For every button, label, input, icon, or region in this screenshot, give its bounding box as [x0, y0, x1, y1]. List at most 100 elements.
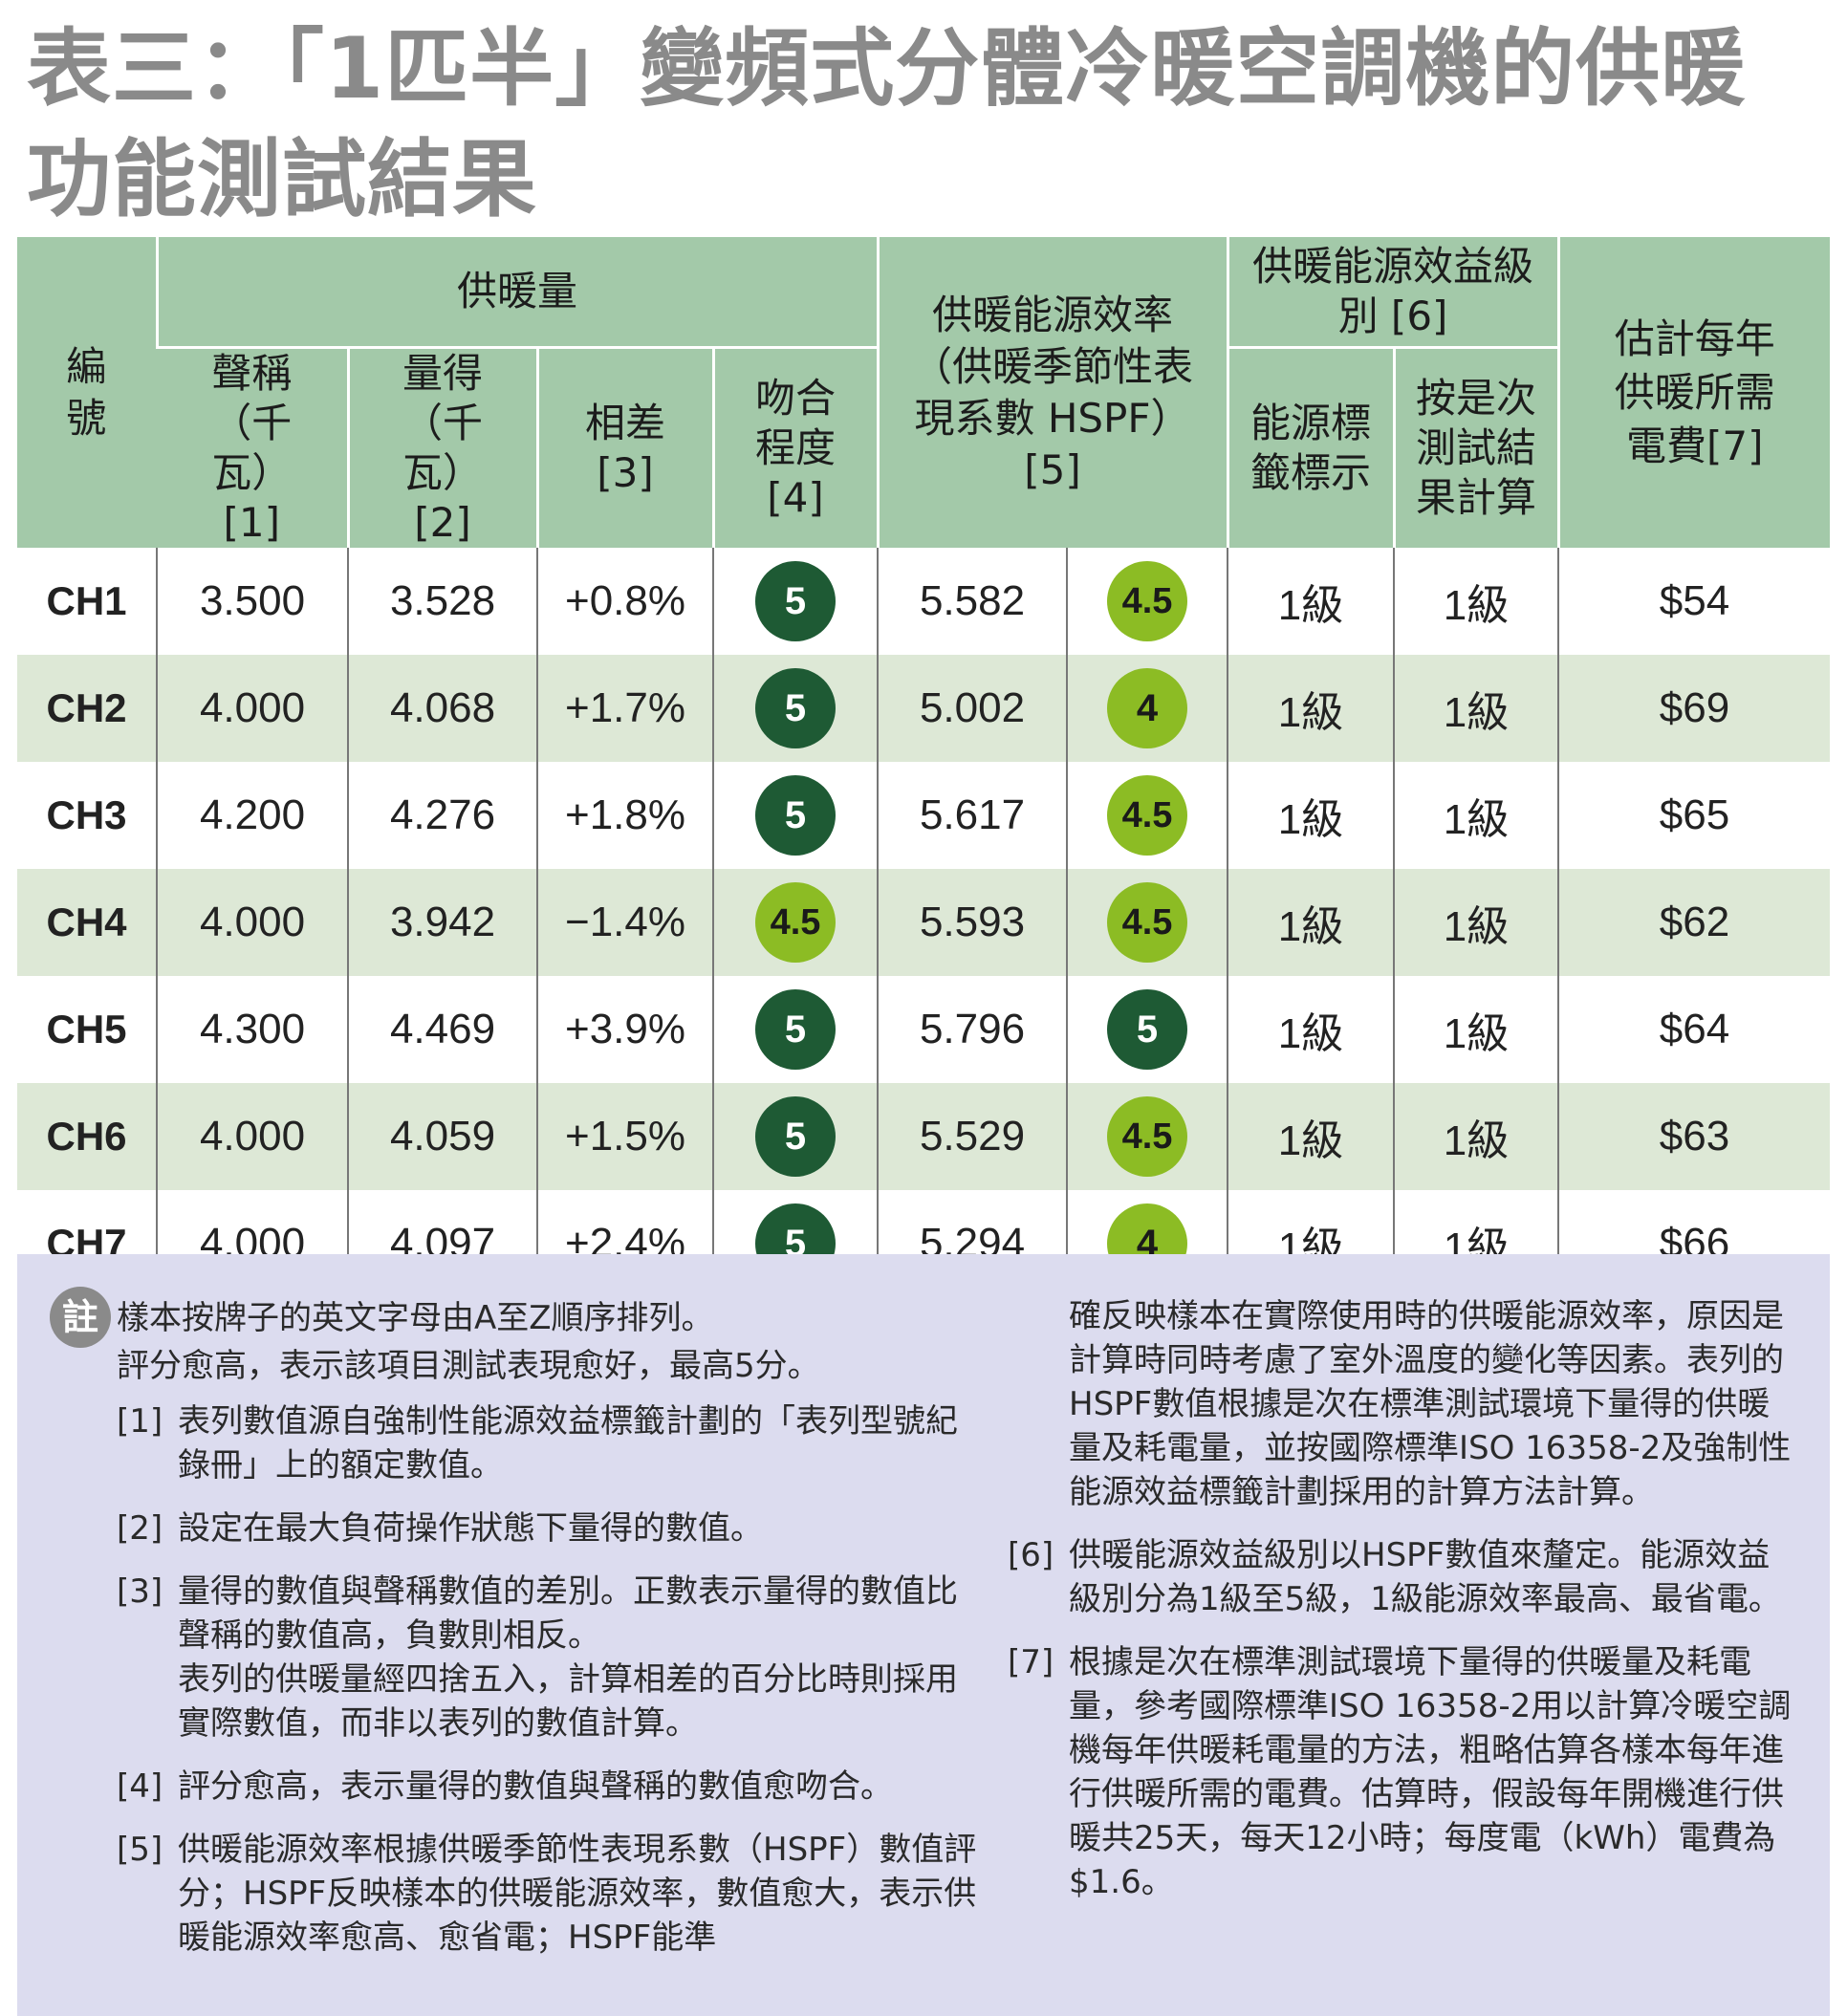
- note-6: [6] 供暖能源效益級別以HSPF數值來釐定。能源效益級別分為1級至5級，1級能…: [1008, 1533, 1792, 1621]
- results-table: 編號 供暖量 供暖能源效率（供暖季節性表現系數 HSPF）[5] 供暖能源效益級…: [17, 237, 1831, 1297]
- cell-hspf-score: 4: [1066, 655, 1228, 762]
- score-badge: 5: [755, 989, 836, 1070]
- note-7: [7] 根據是次在標準測試環境下量得的供暖量及耗電量，參考國際標準ISO 163…: [1008, 1640, 1792, 1904]
- cell-agreement-score: 5: [711, 762, 879, 869]
- table-row: CH4 4.000 3.942 −1.4% 4.5 5.593 4.5 1級 1級 $62: [17, 869, 1831, 976]
- score-badge: 4.5: [1107, 1096, 1188, 1177]
- cell-agreement-score: 5: [711, 548, 879, 655]
- cell-grade-label: 1級: [1227, 1083, 1395, 1190]
- note-5-text: 供暖能源效率根據供暖季節性表現系數（HSPF）數值評分；HSPF反映樣本的供暖能…: [178, 1831, 977, 1957]
- cell-grade-calc: 1級: [1393, 976, 1559, 1083]
- note-7-text: 根據是次在標準測試環境下量得的供暖量及耗電量，參考國際標準ISO 16358-2…: [1069, 1643, 1792, 1901]
- score-badge: 5: [755, 668, 836, 748]
- cell-hspf: 5.617: [877, 762, 1068, 869]
- cell-agreement-score: 5: [711, 655, 879, 762]
- score-badge: 4.5: [1107, 775, 1188, 856]
- note-5: [5] 供暖能源效率根據供暖季節性表現系數（HSPF）數值評分；HSPF反映樣本…: [117, 1828, 977, 1960]
- cell-cost: $63: [1557, 1083, 1831, 1190]
- notes-panel: [17, 1254, 1830, 2016]
- cell-rated: 4.000: [156, 655, 348, 762]
- cell-hspf: 5.582: [877, 548, 1068, 655]
- cell-hspf-score: 4.5: [1066, 1083, 1228, 1190]
- cell-diff: +1.7%: [536, 655, 713, 762]
- cell-grade-calc: 1級: [1393, 655, 1559, 762]
- cell-hspf-score: 5: [1066, 976, 1228, 1083]
- cell-grade-label: 1級: [1227, 762, 1395, 869]
- cell-hspf-score: 4.5: [1066, 869, 1228, 976]
- header-agreement: 吻合程度[4]: [711, 346, 879, 548]
- note-2-text: 設定在最大負荷操作狀態下量得的數值。: [178, 1509, 763, 1548]
- note-6-text: 供暖能源效益級別以HSPF數值來釐定。能源效益級別分為1級至5級，1級能源效率最…: [1069, 1536, 1781, 1618]
- header-cost: 估計每年供暖所需電費[7]: [1556, 237, 1831, 548]
- note-2: [2] 設定在最大負荷操作狀態下量得的數值。: [117, 1507, 977, 1550]
- header-grade-label: 能源標籤標示: [1226, 346, 1395, 548]
- cell-diff: −1.4%: [536, 869, 713, 976]
- cell-agreement-score: 5: [711, 976, 879, 1083]
- table-row: CH2 4.000 4.068 +1.7% 5 5.002 4 1級 1級 $69: [17, 655, 1831, 762]
- cell-cost: $65: [1557, 762, 1831, 869]
- score-badge: 5: [755, 1096, 836, 1177]
- cell-grade-calc: 1級: [1393, 762, 1559, 869]
- notes-left-column: 樣本按牌子的英文字母由A至Z順序排列。 評分愈高，表示該項目測試表現愈好，最高5…: [117, 1296, 977, 1960]
- note-3-text-b: 表列的供暖量經四捨五入，計算相差的百分比時則採用實際數值，而非以表列的數值計算。: [178, 1660, 958, 1743]
- note-5-number: [5]: [117, 1831, 163, 1869]
- cell-code: CH3: [46, 792, 127, 837]
- cell-diff: +0.8%: [536, 548, 713, 655]
- cell-grade-calc: 1級: [1393, 869, 1559, 976]
- table-row: CH6 4.000 4.059 +1.5% 5 5.529 4.5 1級 1級 $63: [17, 1083, 1831, 1190]
- score-badge: 5: [755, 561, 836, 641]
- cell-rated: 4.000: [156, 869, 348, 976]
- note-4-text: 評分愈高，表示量得的數值與聲稱的數值愈吻合。: [178, 1767, 893, 1806]
- cell-rated: 3.500: [156, 548, 348, 655]
- note-3-text-a: 量得的數值與聲稱數值的差別。正數表示量得的數值比聲稱的數值高，負數則相反。: [178, 1572, 958, 1655]
- note-4: [4] 評分愈高，表示量得的數值與聲稱的數值愈吻合。: [117, 1765, 977, 1809]
- cell-cost: $62: [1557, 869, 1831, 976]
- cell-hspf: 5.002: [877, 655, 1068, 762]
- notes-right-column: 確反映樣本在實際使用時的供暖能源效率，原因是計算時同時考慮了室外溫度的變化等因素…: [1008, 1294, 1792, 1904]
- note-1-text: 表列數值源自強制性能源效益標籤計劃的「表列型號紀錄冊」上的額定數值。: [178, 1402, 958, 1485]
- cell-agreement-score: 4.5: [711, 869, 879, 976]
- header-grade: 供暖能源效益級別 [6]: [1226, 237, 1559, 348]
- cell-diff: +1.8%: [536, 762, 713, 869]
- score-badge: 4.5: [755, 882, 836, 963]
- page-title: 表三：「1匹半」變頻式分體冷暖空調機的供暖功能測試結果: [27, 19, 1747, 228]
- cell-diff: +3.9%: [536, 976, 713, 1083]
- cell-grade-calc: 1級: [1393, 1083, 1559, 1190]
- table-row: CH1 3.500 3.528 +0.8% 5 5.582 4.5 1級 1級 $54: [17, 548, 1831, 655]
- cell-measured: 4.059: [347, 1083, 537, 1190]
- header-rated: 聲稱（千瓦）[1]: [157, 346, 348, 548]
- cell-hspf: 5.529: [877, 1083, 1068, 1190]
- header-efficiency: 供暖能源效率（供暖季節性表現系數 HSPF）[5]: [876, 237, 1228, 548]
- cell-hspf: 5.796: [877, 976, 1068, 1083]
- cell-code: CH2: [17, 655, 157, 762]
- header-measured: 量得（千瓦）[2]: [346, 346, 537, 548]
- cell-code: CH6: [17, 1083, 157, 1190]
- score-badge: 4.5: [1107, 882, 1188, 963]
- cell-diff: +1.5%: [536, 1083, 713, 1190]
- cell-rated: 4.000: [156, 1083, 348, 1190]
- note-3-number: [3]: [117, 1572, 163, 1611]
- cell-agreement-score: 5: [711, 1083, 879, 1190]
- cell-code: CH5: [46, 1007, 127, 1051]
- score-badge: 5: [1107, 989, 1188, 1070]
- score-badge: 4: [1107, 668, 1188, 748]
- note-3: [3] 量得的數值與聲稱數值的差別。正數表示量得的數值比聲稱的數值高，負數則相反…: [117, 1570, 977, 1745]
- cell-hspf-score: 4.5: [1066, 762, 1228, 869]
- cell-code: CH1: [46, 578, 127, 623]
- note-icon: 註: [50, 1287, 111, 1348]
- header-diff: 相差[3]: [535, 346, 713, 548]
- cell-code: CH4: [17, 869, 157, 976]
- cell-rated: 4.300: [156, 976, 348, 1083]
- cell-measured: 3.942: [347, 869, 537, 976]
- header-code: 編號: [17, 237, 157, 548]
- table-row: CH5 4.300 4.469 +3.9% 5 5.796 5 1級 1級 $64: [17, 976, 1831, 1083]
- note-5-continued-text: 確反映樣本在實際使用時的供暖能源效率，原因是計算時同時考慮了室外溫度的變化等因素…: [1069, 1297, 1792, 1511]
- note-1: [1] 表列數值源自強制性能源效益標籤計劃的「表列型號紀錄冊」上的額定數值。: [117, 1399, 977, 1487]
- cell-measured: 4.068: [347, 655, 537, 762]
- cell-hspf-score: 4.5: [1066, 548, 1228, 655]
- cell-grade-calc: 1級: [1393, 548, 1559, 655]
- table-row: CH3 4.200 4.276 +1.8% 5 5.617 4.5 1級 1級 $65: [17, 762, 1831, 869]
- cell-measured: 3.528: [347, 548, 537, 655]
- note-6-number: [6]: [1008, 1536, 1054, 1574]
- score-badge: 4.5: [1107, 561, 1188, 641]
